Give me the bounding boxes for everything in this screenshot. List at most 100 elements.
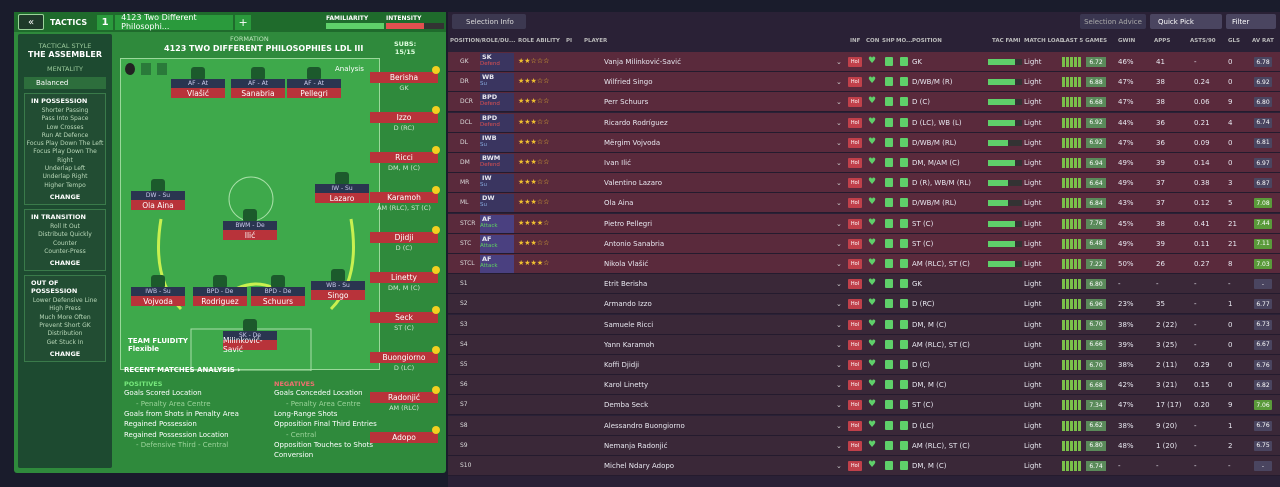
row-dropdown-icon[interactable]: ⌄ [836,401,842,410]
change-oop-button[interactable]: CHANGE [49,349,81,358]
role-cell[interactable]: SK Defend [480,53,514,71]
row-dropdown-icon[interactable]: ⌄ [836,138,842,147]
filter-button[interactable]: Filter [1226,14,1276,29]
sub-player[interactable]: Seck ST (C) [370,312,438,332]
column-header[interactable]: TAC FAMI [992,38,1021,44]
role-cell[interactable]: BPD Defend [480,93,514,112]
role-cell[interactable]: BPD Defend [480,113,514,132]
player-name[interactable]: Ricardo Rodríguez [604,118,668,127]
table-row[interactable]: S3 Samuele Ricci ⌄ Hol ♥ DM, M (C) Light 6.70 38… [448,314,1280,335]
tactic-slot-number[interactable]: 1 [97,14,114,30]
table-row[interactable]: S4 Yann Karamoh ⌄ Hol ♥ AM (RLC), ST (C) Light… [448,334,1280,355]
selection-info-dropdown[interactable]: Selection Info [452,14,526,29]
column-header[interactable]: POSITION [912,38,942,44]
pitch-player[interactable]: IWB - Su Vojvoda [131,287,185,306]
pitch-player[interactable]: AF - At Vlašić [171,79,225,98]
table-row[interactable]: STCL AF Attack ★★★★☆ Nikola Vlašić ⌄ Hol ♥ AM (R… [448,254,1280,274]
pitch-player[interactable]: BPD - De Rodriguez [193,287,247,306]
row-dropdown-icon[interactable]: ⌄ [836,361,842,369]
column-header[interactable]: CON [866,38,880,44]
role-cell[interactable]: IW Su [480,174,514,193]
info-icon[interactable] [125,63,135,75]
row-dropdown-icon[interactable]: ⌄ [836,159,842,167]
player-name[interactable]: Samuele Ricci [604,320,654,329]
row-dropdown-icon[interactable]: ⌄ [836,462,842,470]
row-dropdown-icon[interactable]: ⌄ [836,441,842,450]
player-name[interactable]: Antonio Sanabria [604,239,665,248]
table-row[interactable]: S8 Alessandro Buongiorno ⌄ Hol ♥ D (LC) Light 6… [448,415,1280,436]
row-dropdown-icon[interactable]: ⌄ [836,300,842,309]
column-header[interactable]: MO... [896,38,913,44]
column-header[interactable]: INF [850,38,861,44]
sub-player[interactable]: Djidji D (C) [370,232,438,252]
pitch-player[interactable]: SK - De Milinković-Savić [223,331,277,354]
player-name[interactable]: Karol Linetty [604,381,649,390]
row-dropdown-icon[interactable]: ⌄ [836,179,842,188]
column-header[interactable]: APPS [1154,38,1171,44]
formation-name[interactable]: 4123 TWO DIFFERENT PHILOSOPHIES LDL III [164,44,364,53]
pitch-player[interactable]: AF - At Sanabria [231,79,285,98]
row-dropdown-icon[interactable]: ⌄ [836,320,842,329]
column-header[interactable]: GLS [1228,38,1240,44]
sub-player[interactable]: Buongiorno D (LC) [370,352,438,372]
player-name[interactable]: Ivan Ilić [604,159,631,167]
sub-player[interactable]: Karamoh AM (RLC), ST (C) [370,192,438,212]
table-row[interactable]: S7 Demba Seck ⌄ Hol ♥ ST (C) Light 7.34 47% 17 (1… [448,395,1280,416]
player-name[interactable]: Yann Karamoh [604,340,655,349]
column-header[interactable]: PLAYER [584,38,608,44]
mentality-select[interactable]: Balanced [24,77,106,89]
player-name[interactable]: Etrit Berisha [604,280,648,289]
row-dropdown-icon[interactable]: ⌄ [836,78,842,87]
player-name[interactable]: Michel Ndary Adopo [604,462,675,470]
column-header[interactable]: MATCH LOAD [1024,38,1065,44]
column-header[interactable]: GWIN [1118,38,1136,44]
player-name[interactable]: Nikola Vlašić [604,260,649,268]
role-cell[interactable]: IWB Su [480,133,514,152]
table-row[interactable]: STCR AF Attack ★★★★☆ Pietro Pellegri ⌄ Hol ♥ ST … [448,213,1280,234]
column-header[interactable]: PI [566,38,573,44]
player-name[interactable]: Demba Seck [604,401,649,410]
table-row[interactable]: DM BWM Defend ★★★☆☆ Ivan Ilić ⌄ Hol ♥ DM, M/AM (… [448,153,1280,173]
role-cell[interactable]: DW Su [480,194,514,213]
sub-player[interactable]: Berisha GK [370,72,438,92]
pitch-player[interactable]: BPD - De Schuurs [251,287,305,306]
table-row[interactable]: STC AF Attack ★★★☆☆ Antonio Sanabria ⌄ Hol ♥ ST … [448,233,1280,254]
table-row[interactable]: DR WB Su ★★★☆☆ Wilfried Singo ⌄ Hol ♥ D/WB/M (R)… [448,72,1280,93]
row-dropdown-icon[interactable]: ⌄ [836,58,842,66]
table-row[interactable]: DCR BPD Defend ★★★☆☆ Perr Schuurs ⌄ Hol ♥ D (C) L… [448,92,1280,113]
pitch-view-icon[interactable] [157,63,167,75]
player-name[interactable]: Armando Izzo [604,300,652,309]
sub-player[interactable]: Linetty DM, M (C) [370,272,438,292]
row-dropdown-icon[interactable]: ⌄ [836,340,842,349]
recent-analysis-title[interactable]: RECENT MATCHES ANALYSIS › [124,366,241,374]
row-dropdown-icon[interactable]: ⌄ [836,219,842,228]
table-row[interactable]: S2 Armando Izzo ⌄ Hol ♥ D (RC) Light 6.96 23% 35 -… [448,294,1280,315]
player-name[interactable]: Alessandro Buongiorno [604,421,685,430]
column-header[interactable]: LAST 5 GAMES [1062,38,1108,44]
row-dropdown-icon[interactable]: ⌄ [836,381,842,390]
player-name[interactable]: Nemanja Radonjić [604,441,668,450]
table-row[interactable]: S1 Etrit Berisha ⌄ Hol ♥ GK Light 6.80 - - - - - [448,274,1280,295]
pitch-player[interactable]: AF - At Pellegri [287,79,341,98]
analysis-toggle[interactable]: Analysis [335,65,364,73]
pitch-player[interactable]: WB - Su Singo [311,281,365,300]
column-header[interactable]: AV RAT [1252,38,1274,44]
column-header[interactable]: ASTS/90 [1190,38,1216,44]
table-row[interactable]: S5 Koffi Djidji ⌄ Hol ♥ D (C) Light 6.70 38% 2 (1… [448,355,1280,375]
style-name[interactable]: THE ASSEMBLER [27,50,102,59]
table-row[interactable]: S6 Karol Linetty ⌄ Hol ♥ DM, M (C) Light 6.68 42… [448,375,1280,396]
sub-player[interactable]: Ricci DM, M (C) [370,152,438,172]
row-dropdown-icon[interactable]: ⌄ [836,199,842,208]
row-dropdown-icon[interactable]: ⌄ [836,239,842,248]
table-row[interactable]: DCL BPD Defend ★★★☆☆ Ricardo Rodríguez ⌄ Hol ♥ D… [448,112,1280,133]
row-dropdown-icon[interactable]: ⌄ [836,421,842,430]
player-name[interactable]: Ola Aina [604,199,634,208]
role-cell[interactable]: AF Attack [480,234,514,253]
role-cell[interactable]: AF Attack [480,214,514,233]
player-name[interactable]: Wilfried Singo [604,78,653,87]
selection-advice-button[interactable]: Selection Advice [1080,14,1146,29]
pitch-player[interactable]: IW - Su Lazaro [315,184,369,203]
role-cell[interactable]: AF Attack [480,255,514,273]
pitch-player[interactable]: BWM - De Ilić [223,221,277,240]
player-name[interactable]: Mërgim Vojvoda [604,138,661,147]
